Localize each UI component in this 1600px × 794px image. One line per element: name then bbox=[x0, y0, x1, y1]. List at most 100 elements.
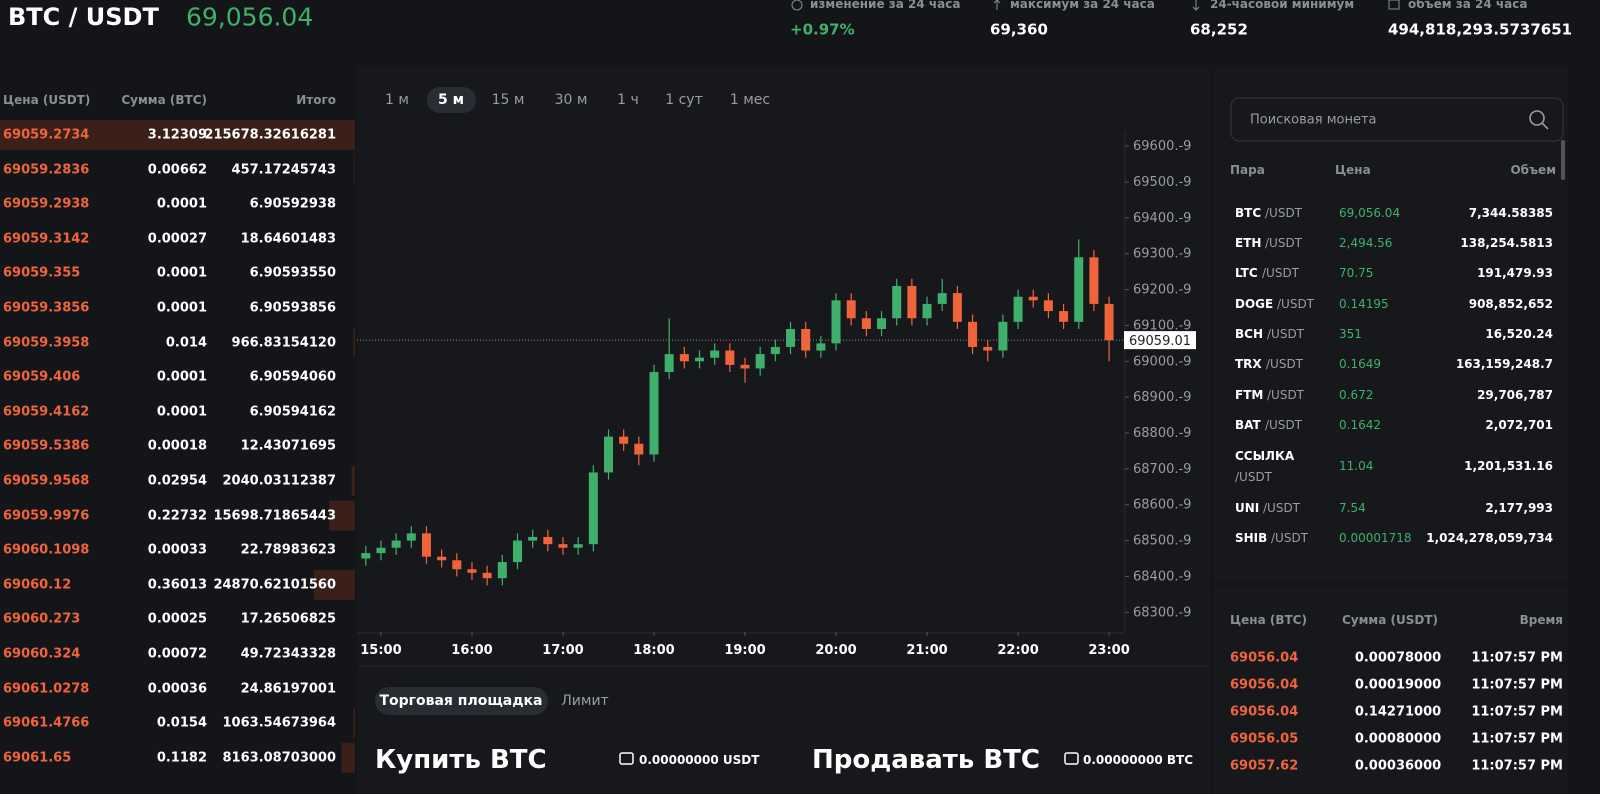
pair-quote[interactable]: /USDT bbox=[1263, 501, 1301, 515]
x-tick-label: 17:00 bbox=[542, 643, 583, 658]
order-book-panel bbox=[0, 66, 355, 794]
pair-price: 0.672 bbox=[1339, 388, 1374, 402]
tab[interactable]: Лимит bbox=[561, 693, 609, 709]
pair-quote[interactable]: /USDT bbox=[1265, 236, 1303, 250]
ask-amount: 0.00025 bbox=[147, 611, 207, 627]
pair-quote[interactable]: /USDT bbox=[1267, 388, 1305, 402]
timeframe-button[interactable]: 1 мес bbox=[729, 92, 771, 108]
candle-body bbox=[770, 346, 780, 355]
ask-total: 8163.08703000 bbox=[222, 750, 336, 766]
pair-price: 0.1642 bbox=[1339, 418, 1381, 432]
timeframe-button[interactable]: 1 сут bbox=[665, 92, 703, 108]
x-tick-label: 18:00 bbox=[633, 643, 674, 658]
pair-title: BTC / USDT bbox=[8, 3, 159, 31]
pair-base[interactable]: BCH bbox=[1235, 327, 1263, 341]
pair-base[interactable]: TRX bbox=[1235, 357, 1262, 371]
candle-body bbox=[710, 350, 720, 358]
stat-value: +0.97% bbox=[790, 20, 855, 39]
ask-total: 6.90594162 bbox=[249, 404, 336, 420]
ask-total: 15698.71865443 bbox=[213, 508, 336, 524]
pair-base[interactable]: FTM bbox=[1235, 388, 1264, 402]
pair-quote[interactable]: /USDT bbox=[1262, 266, 1300, 280]
candle-body bbox=[846, 300, 856, 319]
pair-price: 0.1649 bbox=[1339, 357, 1381, 371]
pair-volume: 2,072,701 bbox=[1485, 418, 1553, 432]
candle-body bbox=[1028, 296, 1038, 301]
ask-price: 69061.65 bbox=[3, 750, 72, 766]
timeframe-button[interactable]: 5 м bbox=[437, 92, 465, 108]
pair-quote[interactable]: /USDT bbox=[1267, 327, 1305, 341]
pair-price: 0.00001718 bbox=[1339, 531, 1412, 545]
candle-body bbox=[1104, 303, 1114, 341]
ask-price: 69060.324 bbox=[3, 646, 81, 662]
pair-price: 0.14195 bbox=[1339, 297, 1389, 311]
pair-base[interactable]: ССЫЛКА bbox=[1235, 449, 1295, 463]
ask-price: 69059.5386 bbox=[3, 438, 90, 454]
candle-body bbox=[376, 547, 386, 554]
candle-body bbox=[361, 553, 371, 559]
search-icon[interactable] bbox=[1529, 110, 1545, 126]
search-icon-handle bbox=[1541, 122, 1549, 130]
volume-icon bbox=[1388, 0, 1400, 10]
search-placeholder[interactable]: Поисковая монета bbox=[1250, 112, 1377, 128]
ask-price: 69059.3856 bbox=[3, 300, 90, 316]
candle-body bbox=[755, 354, 765, 369]
pair-base[interactable]: ETH bbox=[1235, 236, 1262, 250]
pair-base[interactable]: DOGE bbox=[1235, 297, 1274, 311]
ask-price: 69059.9976 bbox=[3, 508, 90, 524]
column-header: Итого bbox=[296, 93, 336, 107]
column-header: Цена bbox=[1335, 163, 1371, 177]
search-box[interactable] bbox=[1230, 97, 1564, 142]
trade-time: 11:07:57 PM bbox=[1471, 758, 1563, 774]
timeframe-button[interactable]: 1 ч bbox=[617, 92, 639, 108]
chart-panel bbox=[357, 66, 1210, 794]
candle-body bbox=[1089, 257, 1099, 304]
tab[interactable]: Торговая площадка bbox=[379, 693, 543, 709]
ask-price: 69060.12 bbox=[3, 577, 72, 593]
candle-body bbox=[922, 303, 932, 319]
pair-quote[interactable]: /USDT bbox=[1265, 418, 1303, 432]
trade-price: 69056.05 bbox=[1230, 731, 1299, 747]
pair-base[interactable]: BTC bbox=[1235, 206, 1262, 220]
ask-amount: 0.36013 bbox=[147, 577, 207, 593]
timeframe-button[interactable]: 1 м bbox=[385, 92, 409, 108]
pair-quote[interactable]: /USDT bbox=[1266, 357, 1304, 371]
pair-base[interactable]: UNI bbox=[1235, 501, 1260, 515]
timeframe-button[interactable]: 30 м bbox=[554, 92, 588, 108]
y-tick-label: 69500.-9 bbox=[1133, 175, 1191, 190]
stat-value: 68,252 bbox=[1190, 20, 1248, 39]
pair-price: 11.04 bbox=[1339, 459, 1374, 473]
pair-base[interactable]: LTC bbox=[1235, 266, 1258, 280]
pair-volume: 1,201,531.16 bbox=[1464, 459, 1553, 473]
markets-list: BTC/USDT 69,056.04 7,344.58385 ETH/USDT 2,49… bbox=[1212, 190, 1562, 568]
wallet-icon bbox=[1064, 752, 1079, 765]
ask-total: 6.90593856 bbox=[249, 300, 336, 316]
pair-volume: 2,177,993 bbox=[1485, 501, 1553, 515]
ask-price: 69061.0278 bbox=[3, 681, 90, 697]
ask-amount: 0.0001 bbox=[156, 265, 207, 281]
wallet-icon bbox=[619, 752, 634, 765]
pair-quote[interactable]: /USDT bbox=[1271, 531, 1309, 545]
pair-base[interactable]: BAT bbox=[1235, 418, 1261, 432]
candle-body bbox=[421, 533, 431, 557]
sell-title: Продавать BTC bbox=[812, 745, 1040, 775]
timeframe-button[interactable]: 15 м bbox=[491, 92, 525, 108]
candle-body bbox=[543, 536, 553, 545]
depth-bar bbox=[341, 742, 355, 773]
column-header: Пара bbox=[1230, 163, 1265, 177]
pair-quote[interactable]: /USDT bbox=[1265, 206, 1303, 220]
buy-balance: 0.00000000 USDT bbox=[639, 753, 760, 767]
candle-body bbox=[634, 443, 644, 455]
candle-body bbox=[452, 560, 462, 570]
trade-time: 11:07:57 PM bbox=[1471, 650, 1563, 666]
ask-amount: 0.00662 bbox=[147, 162, 207, 178]
ask-amount: 0.02954 bbox=[147, 473, 207, 489]
ask-total: 6.90593550 bbox=[249, 265, 336, 281]
candle-body bbox=[588, 472, 598, 545]
scrollbar[interactable] bbox=[1561, 140, 1565, 180]
pair-quote[interactable]: /USDT bbox=[1235, 470, 1273, 484]
pair-base[interactable]: SHIB bbox=[1235, 531, 1268, 545]
trades-panel bbox=[1212, 586, 1568, 794]
pair-quote[interactable]: /USDT bbox=[1277, 297, 1315, 311]
